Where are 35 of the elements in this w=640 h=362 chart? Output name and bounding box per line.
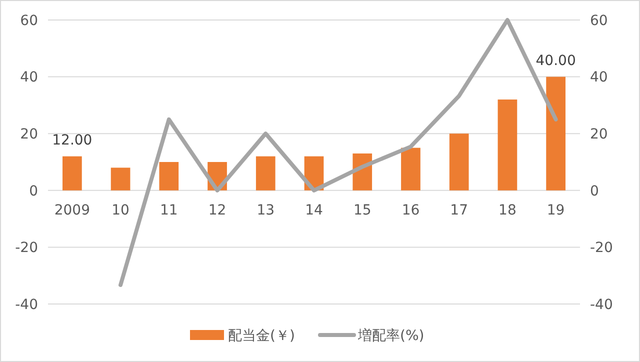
y-tick-label: 20 — [20, 126, 38, 142]
y-tick-label: -40 — [15, 296, 38, 313]
x-tick-label: 16 — [402, 202, 420, 218]
data-label: 40.00 — [536, 52, 576, 69]
x-tick-label: 11 — [160, 202, 178, 218]
y-tick-label: 60 — [20, 12, 38, 29]
bar — [159, 162, 179, 190]
bar — [546, 76, 566, 190]
bar — [110, 168, 130, 190]
legend-label: 増配率(%) — [357, 326, 424, 344]
x-tick-label: 14 — [305, 202, 323, 218]
y2-tick-label: -20 — [590, 240, 613, 256]
x-tick-label: 13 — [256, 202, 275, 218]
y2-tick-label: 60 — [590, 12, 608, 29]
y2-tick-label: 20 — [590, 126, 608, 142]
y2-tick-label: -40 — [590, 296, 613, 313]
bar — [62, 156, 82, 190]
x-tick-label: 2009 — [54, 202, 90, 218]
y-tick-label: 0 — [29, 183, 38, 200]
x-tick-label: 12 — [208, 202, 226, 218]
y-tick-label: 40 — [20, 70, 38, 86]
y2-tick-label: 40 — [590, 70, 608, 86]
data-label: 12.00 — [52, 132, 92, 148]
bar — [449, 134, 469, 190]
x-tick-label: 15 — [353, 202, 372, 218]
x-tick-label: 18 — [498, 202, 516, 218]
x-tick-label: 10 — [112, 202, 130, 218]
x-tick-label: 19 — [546, 202, 565, 218]
y2-tick-label: 0 — [590, 183, 599, 200]
legend-label: 配当金(￥) — [228, 328, 295, 344]
bar — [401, 148, 420, 190]
bar — [256, 156, 276, 190]
x-tick-label: 17 — [450, 202, 468, 218]
y-tick-label: -20 — [15, 240, 38, 256]
bar — [498, 100, 518, 190]
